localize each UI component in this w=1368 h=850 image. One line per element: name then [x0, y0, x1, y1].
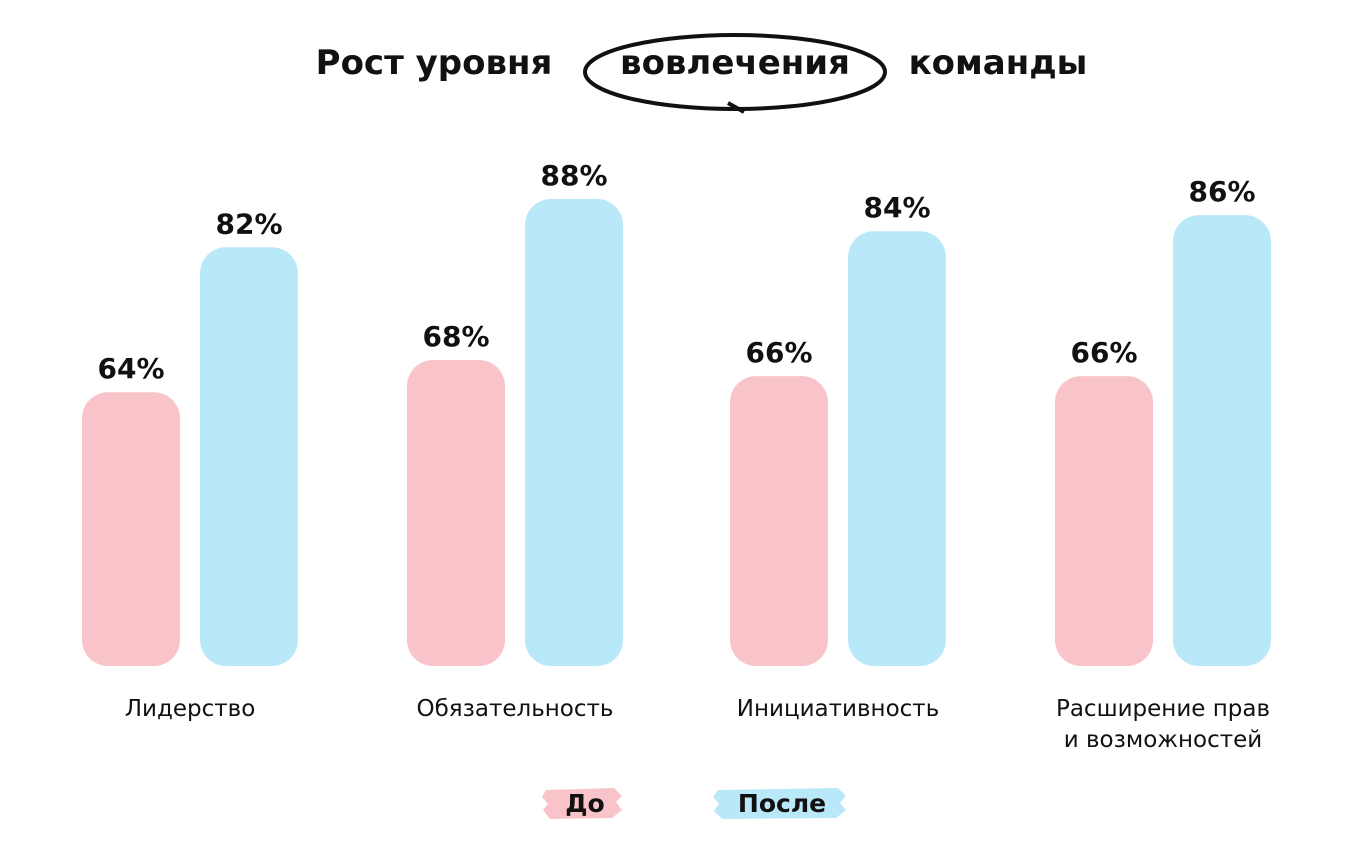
title-part-highlight: вовлечения — [620, 43, 850, 83]
value-label-before-1: 64% — [97, 352, 164, 385]
category-label-4-line-2: и возможностей — [1064, 727, 1263, 753]
value-label-after-2: 88% — [540, 159, 607, 192]
value-label-before-3: 66% — [745, 336, 812, 369]
legend-before-label: До — [565, 789, 604, 818]
value-label-after-1: 82% — [215, 207, 282, 240]
legend-before-swatch — [542, 788, 622, 819]
legend-after-swatch — [713, 788, 846, 819]
bar-after-4 — [1173, 215, 1271, 666]
value-label-before-4: 66% — [1070, 336, 1137, 369]
value-label-before-2: 68% — [422, 320, 489, 353]
bar-before-3 — [730, 376, 828, 666]
value-labels: 64% 82% 68% 88% 66% 84% 66% 86% — [97, 159, 1255, 385]
category-label-4-line-1: Расширение прав — [1056, 696, 1270, 722]
bars — [82, 199, 1271, 666]
category-label-3: Инициативность — [737, 696, 940, 722]
bar-after-3 — [848, 231, 946, 666]
category-label-1: Лидерство — [125, 696, 256, 722]
legend: До После — [542, 788, 846, 819]
chart-title: Рост уровня вовлечения команды — [316, 33, 1088, 114]
bar-before-2 — [407, 360, 505, 666]
value-label-after-3: 84% — [863, 191, 930, 224]
category-label-2: Обязательность — [417, 696, 614, 722]
title-highlight-oval-tail — [727, 101, 745, 114]
bar-after-1 — [200, 247, 298, 666]
bar-after-2 — [525, 199, 623, 666]
title-part-after: команды — [909, 43, 1088, 83]
title-part-before: Рост уровня — [316, 43, 553, 83]
value-label-after-4: 86% — [1188, 175, 1255, 208]
category-labels: Лидерство Обязательность Инициативность Рас… — [125, 696, 1270, 753]
legend-after-label: После — [738, 789, 826, 818]
bar-before-1 — [82, 392, 180, 666]
bar-before-4 — [1055, 376, 1153, 666]
